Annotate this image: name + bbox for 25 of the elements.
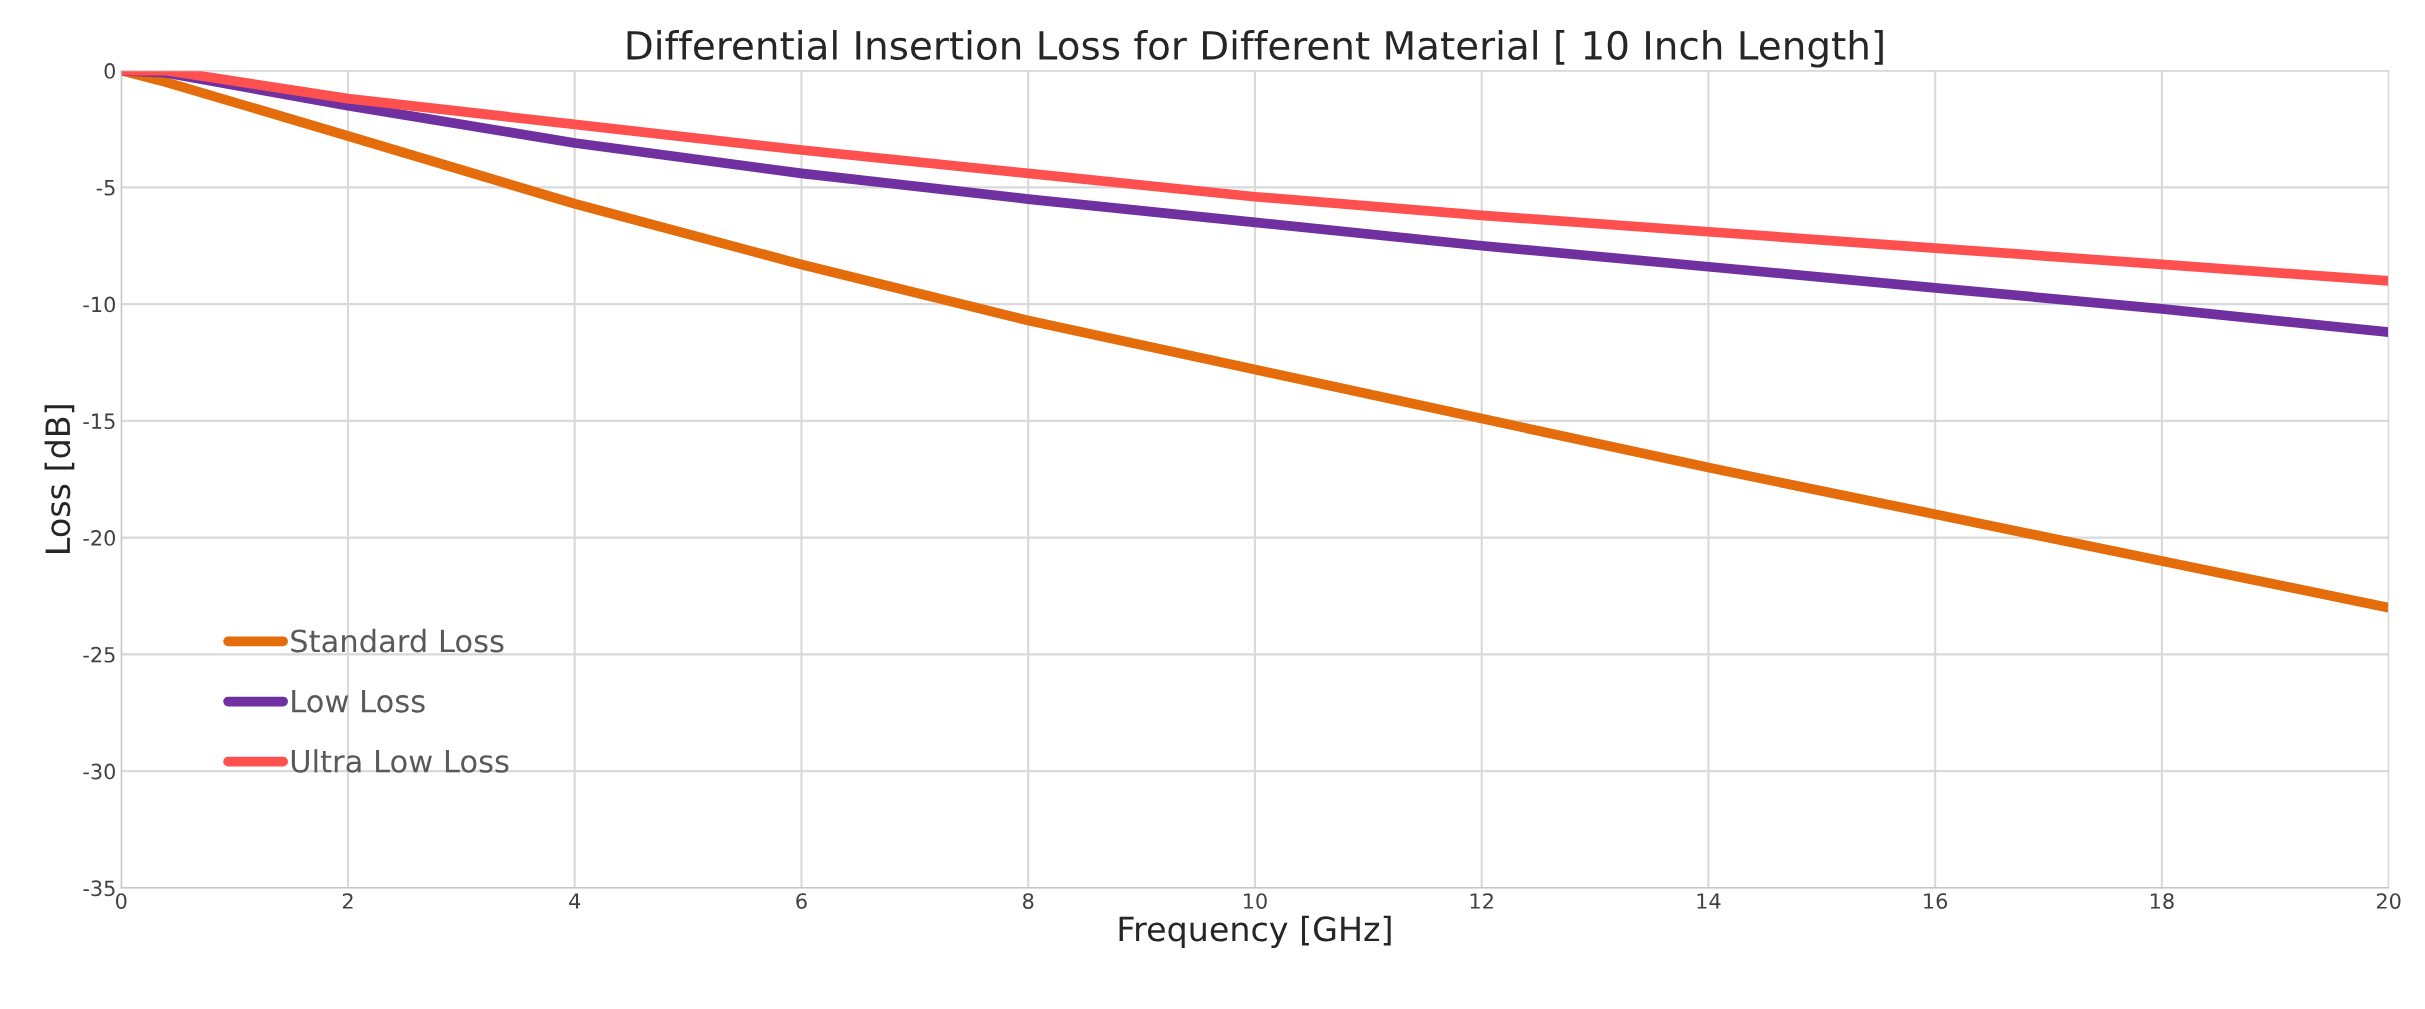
x-tick-label: 4 (569, 893, 581, 909)
y-axis-title: Loss [dB] (44, 405, 75, 553)
x-tick-label: 0 (116, 893, 127, 909)
x-tick-label: 8 (1022, 893, 1034, 909)
x-tick-label: 14 (1697, 893, 1721, 909)
legend-label: Ultra Low Loss (291, 749, 509, 773)
y-tick-label: -20 (83, 530, 116, 546)
legend-label: Low Loss (292, 689, 425, 713)
x-tick-label: 10 (1243, 893, 1267, 909)
y-tick-label: -30 (83, 763, 116, 780)
x-axis-title: Frequency [GHz] (1119, 915, 1391, 948)
legend-label: Standard Loss (291, 628, 504, 653)
y-tick-label: -5 (96, 180, 115, 196)
x-tick-label: 12 (1470, 893, 1493, 909)
chart-title: Differential Insertion Loss for Different Material [ 10 Inch Length] (627, 29, 1883, 68)
x-tick-label: 2 (342, 893, 353, 909)
x-tick-label: 16 (1924, 893, 1948, 909)
y-tick-label: -10 (83, 296, 116, 313)
y-tick-label: -35 (83, 880, 115, 897)
y-tick-label: -25 (83, 646, 115, 663)
x-tick-label: 18 (2150, 893, 2174, 909)
y-tick-label: 0 (104, 63, 116, 79)
x-tick-label: 6 (796, 893, 807, 909)
x-tick-label: 20 (2376, 893, 2401, 909)
y-tick-label: -15 (83, 413, 115, 430)
